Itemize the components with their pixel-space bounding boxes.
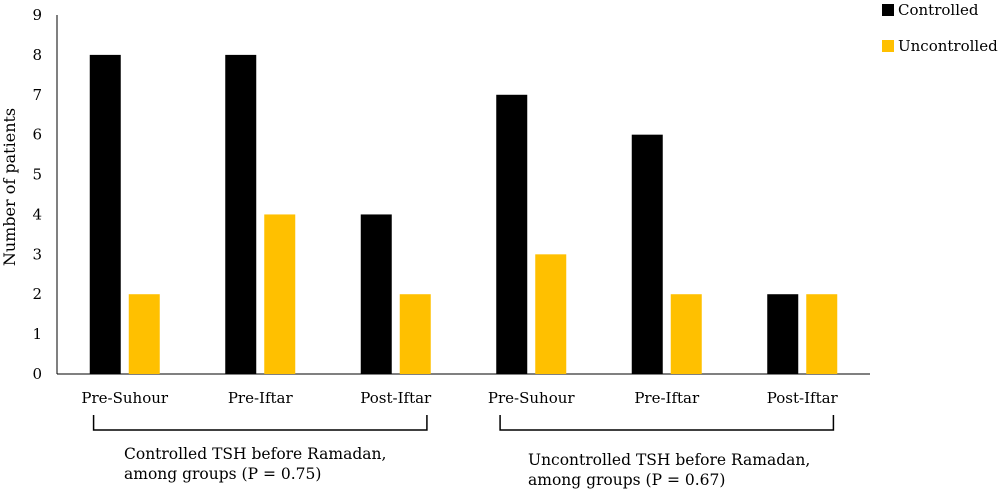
- bar-uncontrolled-2: [399, 294, 431, 374]
- x-tick-label: Pre-Iftar: [228, 389, 294, 407]
- y-tick-label: 5: [32, 166, 42, 184]
- legend-label-controlled: Controlled: [898, 1, 979, 19]
- bar-controlled-3: [496, 94, 528, 375]
- y-tick-label: 3: [32, 245, 42, 263]
- group-caption-line: among groups (P = 0.75): [124, 465, 321, 483]
- bar-controlled-5: [767, 294, 799, 374]
- group-caption-line: Controlled TSH before Ramadan,: [124, 445, 386, 463]
- x-tick-label: Pre-Suhour: [81, 389, 168, 407]
- y-tick-label: 6: [32, 126, 42, 144]
- group-bracket: [92, 415, 428, 431]
- bar-uncontrolled-4: [670, 294, 702, 374]
- legend: Controlled Uncontrolled: [882, 1, 998, 55]
- y-tick-label: 8: [32, 46, 42, 64]
- group-caption-line: Uncontrolled TSH before Ramadan,: [528, 451, 810, 469]
- x-tick-label: Pre-Iftar: [634, 389, 700, 407]
- y-tick-label: 2: [32, 285, 42, 303]
- y-tick-label: 1: [32, 325, 42, 343]
- x-tick-label: Pre-Suhour: [488, 389, 575, 407]
- y-tick-label: 7: [32, 86, 42, 104]
- bar-controlled-0: [89, 54, 121, 375]
- bars: [89, 54, 838, 375]
- legend-swatch-uncontrolled: [882, 40, 894, 52]
- bar-controlled-1: [225, 54, 257, 375]
- group-bracket: [499, 415, 835, 431]
- y-tick-label: 9: [32, 6, 42, 24]
- category-labels: Pre-Suhour Pre-Iftar Post-Iftar Pre-Suhour P…: [81, 389, 838, 407]
- y-axis: 0 1 2 3 4 5 6 7 8 9: [32, 6, 58, 383]
- y-axis-label: Number of patients: [0, 108, 19, 266]
- x-tick-label: Post-Iftar: [767, 389, 839, 407]
- group-caption-line: among groups (P = 0.67): [528, 471, 725, 489]
- y-tick-label: 0: [32, 365, 42, 383]
- group-annotations: Controlled TSH before Ramadan, among grou…: [92, 415, 835, 489]
- bar-uncontrolled-3: [535, 254, 567, 374]
- legend-swatch-controlled: [882, 4, 894, 16]
- bar-uncontrolled-0: [128, 294, 160, 374]
- bar-uncontrolled-1: [264, 214, 296, 374]
- y-tick-label: 4: [32, 205, 42, 223]
- legend-label-uncontrolled: Uncontrolled: [898, 37, 998, 55]
- bar-controlled-2: [360, 214, 392, 374]
- bar-controlled-4: [631, 134, 663, 374]
- x-tick-label: Post-Iftar: [360, 389, 432, 407]
- bar-uncontrolled-5: [806, 294, 838, 374]
